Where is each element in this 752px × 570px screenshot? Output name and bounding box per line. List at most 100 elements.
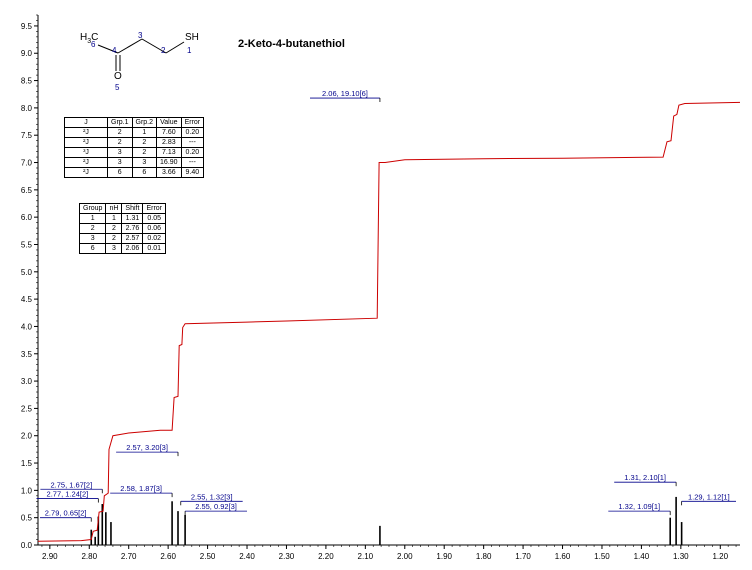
table-cell: 16.90 [156, 157, 182, 168]
table-cell: 3 [107, 147, 133, 158]
header-cell: Value [156, 117, 182, 128]
atom-sh: SH [185, 32, 199, 43]
annotation-label: 2.55, 1.32[3] [191, 492, 233, 501]
annotation-label: 1.31, 2.10[1] [624, 473, 666, 482]
table-cell: 2.57 [121, 233, 144, 244]
y-tick-label: 1.0 [21, 486, 33, 495]
x-tick-label: 2.90 [42, 552, 58, 561]
y-tick-label: 2.5 [21, 404, 33, 413]
table-cell: 3.66 [156, 167, 182, 178]
atom-index-4: 4 [112, 46, 117, 55]
j-coupling-table: J Grp.1 Grp.2 Value Error ²J 2 1 7.60 0.… [64, 117, 205, 178]
x-tick-label: 2.50 [200, 552, 216, 561]
table-cell: 2.83 [156, 137, 182, 148]
y-tick-label: 5.5 [21, 240, 33, 249]
x-tick-label: 2.40 [239, 552, 255, 561]
annotation-label: 2.58, 1.87[3] [120, 484, 162, 493]
molecule-structure [97, 38, 185, 71]
atom-o: O [114, 71, 122, 82]
table-cell: ²J [64, 137, 108, 148]
annotation-label: 2.75, 1.67[2] [50, 480, 92, 489]
header-cell: J [64, 117, 108, 128]
table-row: ²J 2 2 2.83 --- [64, 137, 205, 148]
x-tick-label: 1.50 [594, 552, 610, 561]
table-cell: 3 [107, 157, 133, 168]
table-cell: --- [180, 157, 205, 168]
table-cell: 2 [105, 223, 123, 234]
y-tick-label: 2.0 [21, 432, 33, 441]
y-tick-label: 9.5 [21, 22, 33, 31]
y-tick-label: 7.0 [21, 159, 33, 168]
y-tick-label: 8.0 [21, 104, 33, 113]
atom-index-3: 3 [138, 31, 143, 40]
table-cell: 3 [78, 233, 107, 244]
table-cell: ²J [64, 157, 108, 168]
table-row: 2 2 2.76 0.06 [78, 223, 166, 234]
table-row: ²J 2 1 7.60 0.20 [64, 127, 205, 138]
table-cell: 2 [107, 127, 133, 138]
y-tick-label: 6.0 [21, 213, 33, 222]
y-tick-label: 0.0 [21, 541, 33, 550]
x-tick-label: 1.30 [673, 552, 689, 561]
table-row: ²J 3 3 16.90 --- [64, 157, 205, 168]
table-row: ²J 6 6 3.66 9.40 [64, 167, 205, 178]
atom-h3c: H3C [80, 32, 99, 45]
x-tick-label: 1.60 [555, 552, 571, 561]
annotation-label: 2.79, 0.65[2] [45, 509, 87, 518]
header-cell: Group [78, 203, 107, 214]
table-row: ³J 3 2 7.13 0.20 [64, 147, 205, 158]
y-tick-label: 4.5 [21, 295, 33, 304]
table-cell: 2 [131, 137, 158, 148]
table-cell: 2 [78, 223, 107, 234]
table-cell: 1 [78, 213, 107, 224]
table-row: 6 3 2.06 0.01 [78, 243, 166, 254]
table-cell: 1 [105, 213, 123, 224]
y-tick-label: 0.5 [21, 514, 33, 523]
table-cell: 2.06 [121, 243, 144, 254]
table-cell: ²J [64, 167, 108, 178]
y-tick-label: 3.5 [21, 350, 33, 359]
header-cell: Grp.1 [107, 117, 133, 128]
atom-index-5: 5 [115, 83, 120, 92]
table-cell: 3 [105, 243, 123, 254]
table-cell: 6 [107, 167, 133, 178]
annotation-label: 2.55, 0.92[3] [195, 502, 237, 511]
x-tick-label: 2.70 [121, 552, 137, 561]
table-header-row: Group nH Shift Error [78, 203, 166, 214]
annotation-label: 2.06, 19.10[6] [322, 89, 368, 98]
table-cell: 0.20 [180, 127, 205, 138]
table-cell: 2 [131, 147, 158, 158]
x-tick-label: 2.80 [81, 552, 97, 561]
table-cell: 1.31 [121, 213, 144, 224]
x-tick-label: 1.80 [476, 552, 492, 561]
header-cell: Error [180, 117, 205, 128]
table-cell: 2 [107, 137, 133, 148]
x-tick-label: 2.00 [397, 552, 413, 561]
table-cell: 0.20 [180, 147, 205, 158]
y-tick-label: 7.5 [21, 131, 33, 140]
y-tick-label: 4.0 [21, 322, 33, 331]
table-row: 3 2 2.57 0.02 [78, 233, 166, 244]
table-cell: --- [180, 137, 205, 148]
x-tick-label: 1.40 [634, 552, 650, 561]
annotation-label: 1.32, 1.09[1] [618, 502, 660, 511]
integral-curve [37, 101, 741, 542]
atom-index-2: 2 [161, 46, 166, 55]
atom-index-1: 1 [187, 46, 192, 55]
table-cell: 9.40 [180, 167, 205, 178]
table-cell: 0.01 [142, 243, 166, 254]
x-tick-label: 2.60 [160, 552, 176, 561]
table-cell: 3 [131, 157, 158, 168]
annotation-label: 1.29, 1.12[1] [688, 492, 730, 501]
x-tick-label: 2.30 [279, 552, 295, 561]
y-tick-label: 5.0 [21, 268, 33, 277]
y-tick-label: 6.5 [21, 186, 33, 195]
chart-title: 2-Keto-4-butanethiol [238, 38, 345, 50]
table-cell: 6 [78, 243, 107, 254]
table-cell: 2 [105, 233, 123, 244]
header-cell: Error [142, 203, 166, 214]
table-cell: 1 [131, 127, 158, 138]
x-tick-label: 2.20 [318, 552, 334, 561]
table-cell: 7.13 [156, 147, 182, 158]
